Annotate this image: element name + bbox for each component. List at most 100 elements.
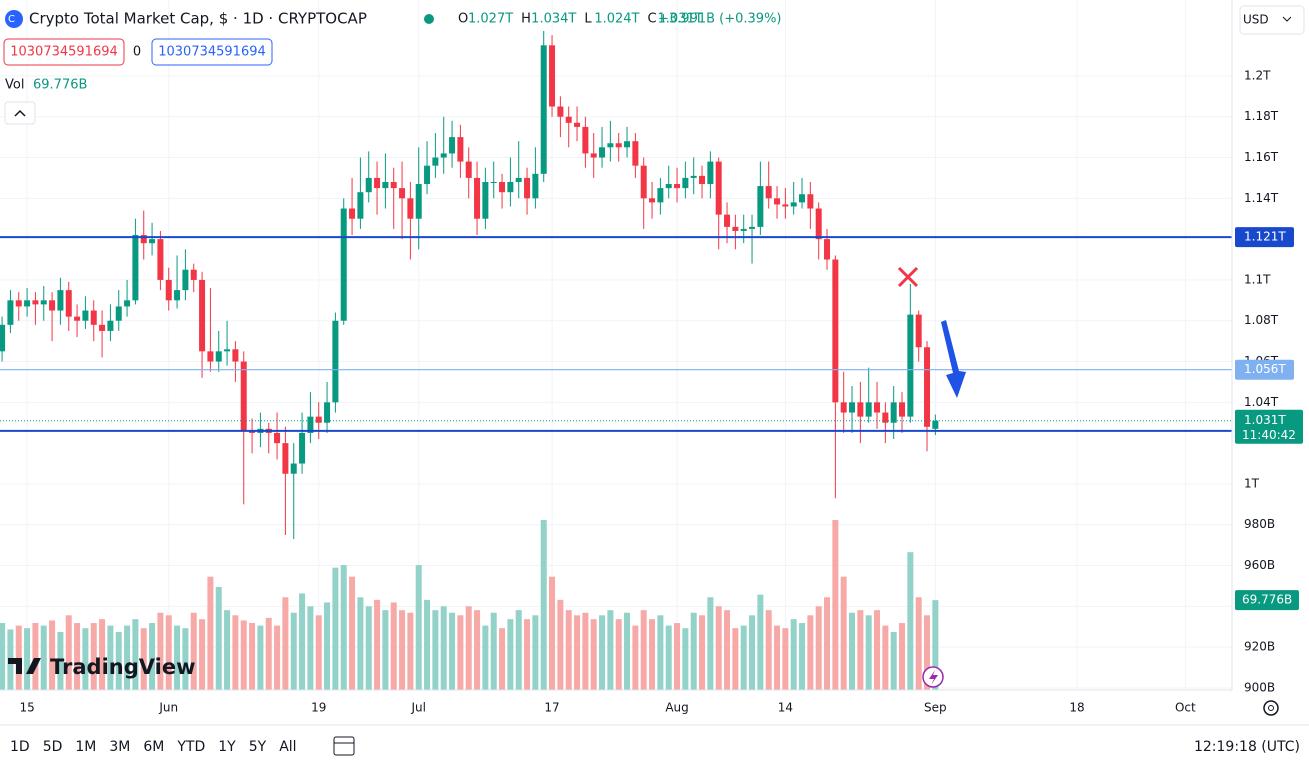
candle-body [0, 324, 6, 352]
candle-body [607, 143, 614, 148]
ohlc-value: 1.034T [531, 12, 576, 27]
volume-bar [515, 610, 522, 690]
currency-label[interactable]: USD [1243, 13, 1269, 27]
range-button[interactable]: 3M [109, 739, 130, 755]
volume-bar [282, 597, 289, 690]
volume-bar [149, 623, 156, 690]
candle-body [57, 290, 64, 311]
x-tick-label: Jun [158, 701, 178, 715]
candle-body [490, 181, 497, 183]
range-button[interactable]: 5D [43, 739, 63, 755]
candle-body [882, 412, 889, 423]
y-tick-label: 1.2T [1244, 68, 1271, 82]
volume-bar [249, 623, 256, 690]
candle-body [174, 290, 181, 301]
range-button[interactable]: YTD [176, 739, 205, 755]
candle-body [657, 188, 664, 203]
ask-price[interactable]: 1030734591694 [158, 45, 266, 60]
range-button[interactable]: All [279, 739, 296, 755]
y-tick-label: 960B [1244, 558, 1275, 572]
buy-button[interactable] [151, 38, 273, 66]
ohlc-key: O [458, 12, 468, 27]
price-label: 1.056T [1244, 362, 1286, 376]
range-button[interactable]: 1D [10, 739, 30, 755]
candle-body [649, 198, 656, 203]
candle-body [407, 198, 414, 219]
clock: 12:19:18 (UTC) [1194, 739, 1300, 755]
calendar-icon[interactable] [333, 736, 355, 756]
volume-bar [482, 625, 489, 690]
arrow-annotation [941, 320, 966, 398]
sell-button[interactable] [3, 38, 125, 66]
volume-bar [474, 610, 481, 690]
candle-body [807, 194, 814, 209]
collapse-button[interactable] [4, 101, 36, 125]
candle-body [349, 208, 356, 219]
chart-title: Crypto Total Market Cap, $ · 1D · CRYPTO… [29, 10, 367, 28]
candle-body [40, 300, 47, 305]
volume-bar [165, 615, 172, 690]
volume-bar [749, 615, 756, 690]
volume-bar [624, 612, 631, 690]
y-tick-label: 1.16T [1244, 150, 1279, 164]
volume-bar [849, 612, 856, 690]
candle-body [324, 402, 331, 423]
volume-bar [690, 612, 697, 690]
candle-body [540, 45, 547, 174]
volume-bar [332, 567, 339, 690]
symbol-logo-glyph: C [8, 14, 15, 25]
candle-body [632, 141, 639, 166]
volume-bar [382, 610, 389, 690]
candle-body [890, 402, 897, 423]
x-tick-label: Oct [1175, 701, 1196, 715]
volume-bar [157, 612, 164, 690]
ohlc-key: C [648, 12, 657, 27]
candle-body [699, 175, 706, 185]
candle-body [240, 361, 247, 431]
volume-bar [865, 615, 872, 690]
volume-bar [499, 628, 506, 690]
candle-body [874, 402, 881, 413]
candle-body [682, 177, 689, 189]
volume-bar [357, 597, 364, 690]
settings-icon[interactable] [1263, 700, 1279, 716]
plot-area [0, 0, 1232, 690]
volume-bar [549, 576, 556, 690]
volume-bar [324, 602, 331, 690]
cross-annotation [897, 266, 919, 288]
volume-bar [407, 612, 414, 690]
candle-body [32, 300, 39, 305]
volume-bar [190, 612, 197, 690]
candle-body [207, 351, 214, 362]
bid-price[interactable]: 1030734591694 [10, 45, 118, 60]
range-button[interactable]: 1M [75, 739, 96, 755]
volume-bar [874, 610, 881, 690]
volume-bar [574, 615, 581, 690]
volume-bar [699, 615, 706, 690]
volume-bar [182, 628, 189, 690]
candle-body [840, 402, 847, 413]
volume-bar [115, 632, 122, 690]
currency-button[interactable] [1239, 5, 1305, 35]
status-dot [424, 14, 434, 24]
volume-bar [199, 619, 206, 690]
x-tick-label: Sep [924, 701, 947, 715]
candle-body [665, 184, 672, 189]
volume-bar [399, 610, 406, 690]
candle-body [15, 300, 22, 307]
volume-bar [682, 628, 689, 690]
x-tick-label: Jul [410, 701, 425, 715]
x-tick-label: Aug [665, 701, 688, 715]
range-toolbar: 1D 5D 1M 3M 6M YTD 1Y 5Y All [10, 739, 297, 755]
candle-body [574, 122, 581, 127]
candle-body [815, 208, 822, 240]
range-button[interactable]: 6M [143, 739, 164, 755]
volume-bar [299, 593, 306, 690]
range-button[interactable]: 1Y [218, 739, 236, 755]
candle-body [749, 226, 756, 229]
candle-body [757, 186, 764, 227]
volume-bar [807, 615, 814, 690]
candle-body [7, 300, 14, 325]
range-button[interactable]: 5Y [249, 739, 267, 755]
